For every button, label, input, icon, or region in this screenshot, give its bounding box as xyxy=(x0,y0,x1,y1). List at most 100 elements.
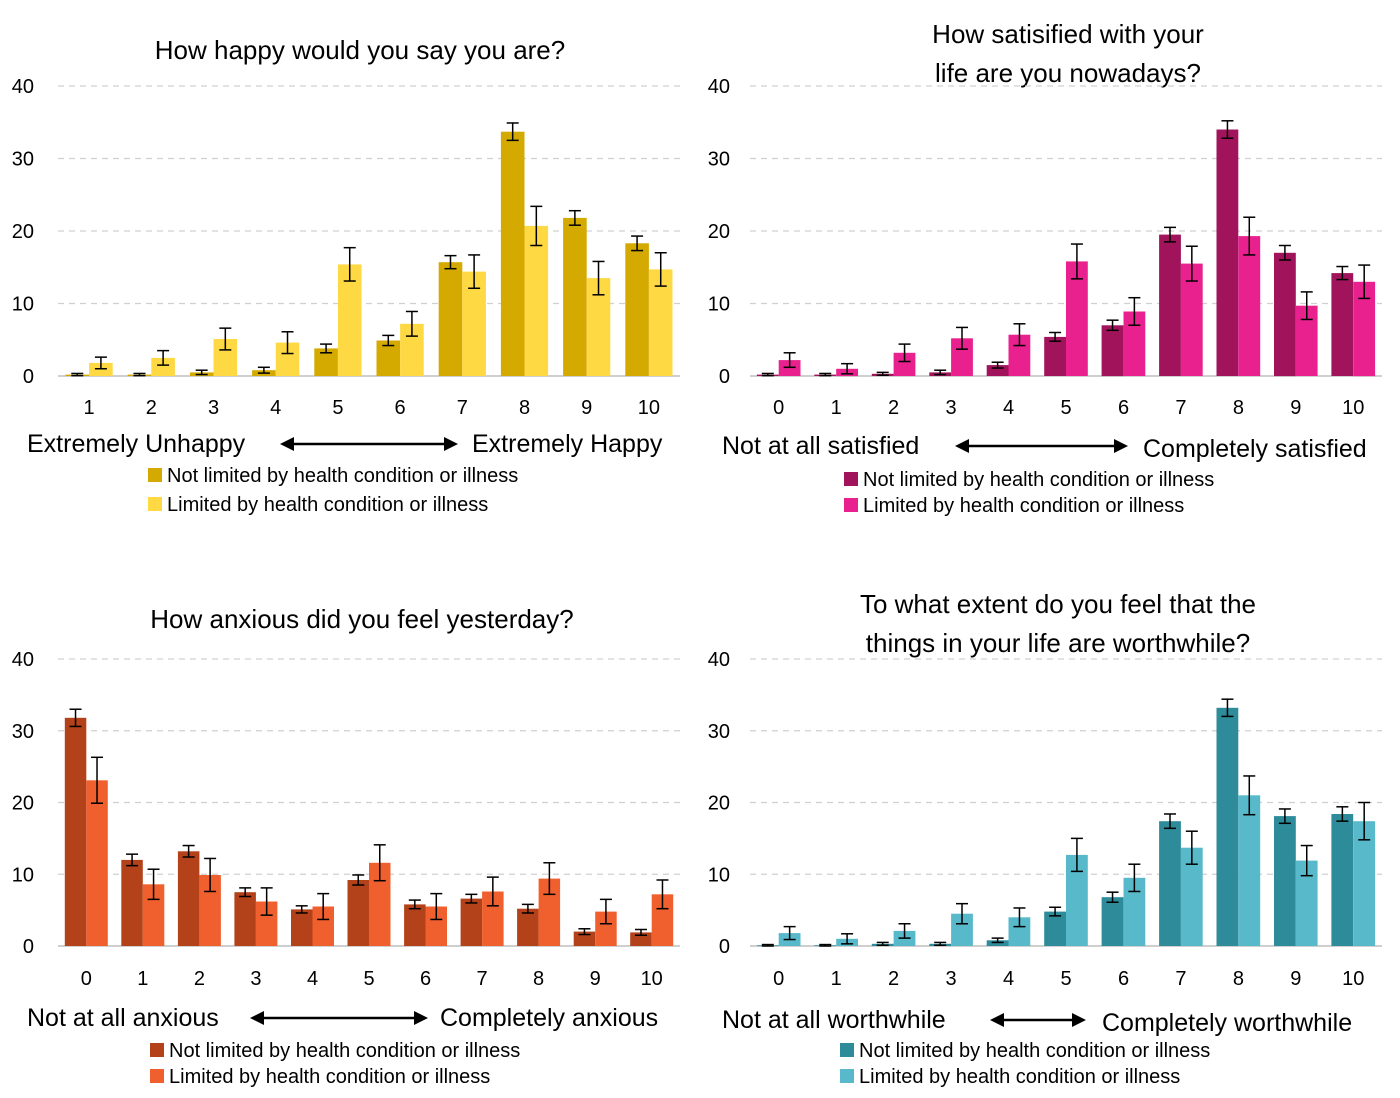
bar-limited xyxy=(951,338,973,376)
error-bar xyxy=(486,876,499,907)
error-bar xyxy=(934,941,947,947)
bar-not-limited xyxy=(460,898,483,946)
bar-not-limited xyxy=(1274,816,1296,946)
bar-not-limited xyxy=(1044,336,1066,376)
bar-not-limited xyxy=(1159,821,1181,946)
legend-swatch xyxy=(148,497,162,511)
error-bar xyxy=(656,879,669,910)
error-bar xyxy=(317,892,330,921)
y-tick-label: 40 xyxy=(708,649,730,671)
arrow-head-right xyxy=(1072,1013,1086,1027)
error-bar xyxy=(1163,813,1176,830)
bar-not-limited xyxy=(234,892,256,946)
double-arrow-icon xyxy=(955,439,1128,453)
chart-panel-3: How anxious did you feel yesterday?01020… xyxy=(12,604,680,1088)
error-bar xyxy=(578,928,591,936)
bar-not-limited xyxy=(1101,897,1124,946)
x-tick-label: 5 xyxy=(1060,397,1071,419)
double-arrow-icon xyxy=(990,1013,1086,1027)
error-bar xyxy=(1049,331,1062,342)
bar-not-limited xyxy=(986,365,1009,376)
y-tick-label: 10 xyxy=(12,294,34,316)
bar-limited xyxy=(1066,261,1088,376)
error-bar xyxy=(506,122,519,142)
x-tick-label: 4 xyxy=(1003,397,1014,419)
error-bar xyxy=(239,887,252,898)
error-bar xyxy=(761,372,774,377)
x-tick-label: 6 xyxy=(395,397,406,419)
error-bar xyxy=(1128,863,1141,893)
error-bar xyxy=(568,209,581,226)
error-bar xyxy=(876,371,889,377)
error-bar xyxy=(991,361,1004,369)
double-arrow-icon xyxy=(250,1011,428,1025)
x-tick-label: 9 xyxy=(590,968,601,990)
bar-not-limited xyxy=(121,859,143,946)
error-bar xyxy=(1163,226,1176,243)
chart-title: To what extent do you feel that the thing… xyxy=(860,589,1256,658)
bar-limited xyxy=(951,913,973,946)
scale-left-label: Extremely Unhappy xyxy=(27,430,246,458)
bar-limited xyxy=(425,906,447,946)
x-tick-label: 1 xyxy=(84,397,95,419)
error-bar xyxy=(91,756,104,804)
legend-swatch xyxy=(840,1043,854,1057)
y-tick-label: 30 xyxy=(12,721,34,743)
arrow-head-left xyxy=(990,1013,1004,1027)
y-tick-label: 20 xyxy=(12,221,34,243)
legend-label: Limited by health condition or illness xyxy=(863,495,1184,517)
x-tick-label: 3 xyxy=(946,968,957,990)
x-tick-label: 9 xyxy=(1290,397,1301,419)
bar-limited xyxy=(1353,281,1376,377)
bar-not-limited xyxy=(347,880,369,946)
scale-right-label: Extremely Happy xyxy=(472,430,663,458)
bar-limited xyxy=(312,906,334,946)
x-tick-label: 8 xyxy=(533,968,544,990)
x-tick-label: 9 xyxy=(1290,968,1301,990)
error-bar xyxy=(157,349,170,366)
error-bar xyxy=(382,334,395,347)
x-tick-label: 4 xyxy=(270,397,281,419)
chart-panel-1: How happy would you say you are? 0 10 20 30 4… xyxy=(12,35,680,516)
bar-limited xyxy=(369,862,391,946)
x-tick-label: 4 xyxy=(1003,968,1014,990)
bar-not-limited xyxy=(404,904,426,946)
error-bar xyxy=(430,892,443,921)
y-tick-label: 30 xyxy=(12,149,34,171)
bar-limited xyxy=(1008,917,1031,946)
x-tick-label: 10 xyxy=(1342,968,1364,990)
bar-limited xyxy=(538,878,561,946)
y-tick-label: 0 xyxy=(719,936,730,958)
x-tick-label: 5 xyxy=(1060,968,1071,990)
x-tick-label: 3 xyxy=(946,397,957,419)
legend-label: Limited by health condition or illness xyxy=(859,1066,1180,1088)
y-tick-label: 0 xyxy=(23,366,34,388)
error-bar xyxy=(634,928,647,936)
bar-not-limited xyxy=(1274,252,1296,377)
bar-limited xyxy=(1238,236,1261,376)
bar-limited xyxy=(462,271,486,376)
bar-limited xyxy=(893,352,916,376)
error-bar xyxy=(1128,296,1141,326)
bar-limited xyxy=(275,342,300,376)
error-bar xyxy=(126,853,139,867)
chart-title: How anxious did you feel yesterday? xyxy=(150,604,573,634)
error-bar xyxy=(1070,837,1083,873)
x-tick-label: 10 xyxy=(641,968,663,990)
x-tick-label: 10 xyxy=(638,397,660,419)
error-bar xyxy=(1106,319,1119,332)
x-tick-label: 10 xyxy=(1342,397,1364,419)
error-bar xyxy=(219,327,232,351)
arrow-head-left xyxy=(250,1011,264,1025)
error-bar xyxy=(1358,801,1371,841)
x-tick-label: 3 xyxy=(250,968,261,990)
y-tick-label: 40 xyxy=(12,76,34,98)
y-tick-label: 20 xyxy=(708,221,730,243)
bar-limited xyxy=(1295,860,1318,946)
legend-label: Limited by health condition or illness xyxy=(167,494,488,516)
bar-not-limited xyxy=(517,908,539,946)
error-bar xyxy=(195,369,208,376)
error-bar xyxy=(956,326,969,350)
x-tick-label: 7 xyxy=(1175,397,1186,419)
error-bar xyxy=(1300,291,1313,321)
